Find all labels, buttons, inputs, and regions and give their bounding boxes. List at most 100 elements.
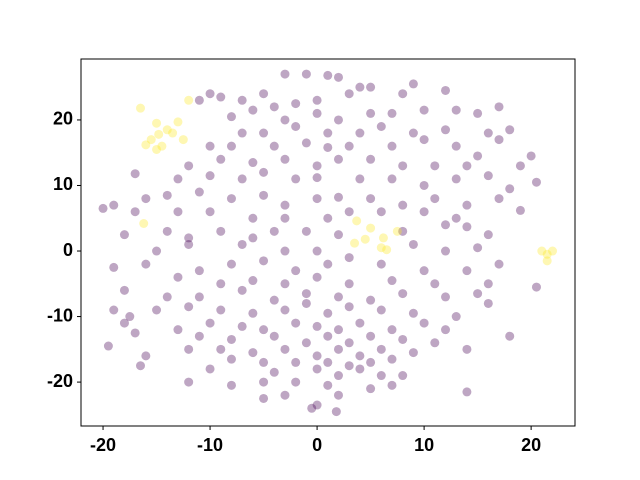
point [269,102,279,112]
point [301,138,311,148]
point [344,89,354,99]
point [376,259,386,269]
point [376,207,386,217]
point [312,364,322,374]
point [312,108,322,118]
point [333,192,343,202]
point [280,279,290,289]
point [301,338,311,348]
point [387,108,397,118]
point [376,371,386,381]
point [451,141,461,151]
point [462,222,472,232]
point [280,305,290,315]
point [531,282,541,292]
point [312,95,322,105]
point [269,295,279,305]
point [237,174,247,184]
point [408,308,418,318]
x-tick-label: 10 [414,435,434,455]
x-tick-label: -20 [90,435,116,455]
point [205,141,215,151]
point [323,331,333,341]
point [312,321,322,331]
point [125,312,135,322]
point [259,256,269,266]
point [237,128,247,138]
point [323,213,333,223]
point [366,295,376,305]
point [382,245,392,255]
point [173,117,183,127]
point [301,298,311,308]
point [154,129,164,139]
point [139,218,149,228]
point [141,140,151,150]
point [226,380,236,390]
point [280,246,290,256]
point [248,105,258,115]
point [291,99,301,109]
point [376,243,386,253]
point [333,371,343,381]
point [216,226,226,236]
point [119,230,129,240]
point [312,194,322,204]
point [344,141,354,151]
point [98,203,108,213]
point [184,161,194,171]
point [451,213,461,223]
point [333,292,343,302]
point [387,325,397,335]
x-tick-label: 20 [521,435,541,455]
point [462,266,472,276]
point [259,393,269,403]
point [451,105,461,115]
point [162,125,172,135]
point [473,108,483,118]
point [387,354,397,364]
point [259,89,269,99]
point [419,318,429,328]
point [312,272,322,282]
point [441,85,451,95]
point [483,230,493,240]
point [152,118,162,128]
point [162,226,172,236]
point [259,357,269,367]
point [184,302,194,312]
point [441,220,451,230]
point [269,331,279,341]
point [173,272,183,282]
point [430,194,440,204]
point [216,92,226,102]
point [323,357,333,367]
point [344,207,354,217]
point [494,102,504,112]
point [162,292,172,302]
point [162,190,172,200]
point [280,390,290,400]
point [259,325,269,335]
point [280,200,290,210]
point [184,344,194,354]
point [366,82,376,92]
x-tick-label: -10 [197,435,223,455]
point [205,364,215,374]
point [355,318,365,328]
point [119,318,129,328]
point [130,169,140,179]
point [398,200,408,210]
point [259,377,269,387]
point [392,226,402,236]
point [237,321,247,331]
point [312,173,322,183]
point [419,207,429,217]
point [408,128,418,138]
point [350,238,360,248]
point [312,351,322,361]
point [378,233,388,243]
point [184,377,194,387]
point [408,239,418,249]
point [226,354,236,364]
